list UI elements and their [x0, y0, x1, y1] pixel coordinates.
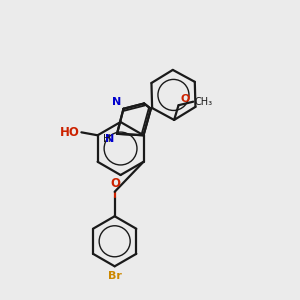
Text: N: N — [105, 134, 115, 144]
Text: N: N — [112, 97, 122, 107]
Text: O: O — [111, 177, 121, 190]
Text: HO: HO — [60, 126, 80, 139]
Text: H: H — [103, 134, 110, 144]
Text: O: O — [180, 94, 189, 104]
Text: Br: Br — [108, 271, 122, 281]
Text: CH₃: CH₃ — [195, 97, 213, 107]
